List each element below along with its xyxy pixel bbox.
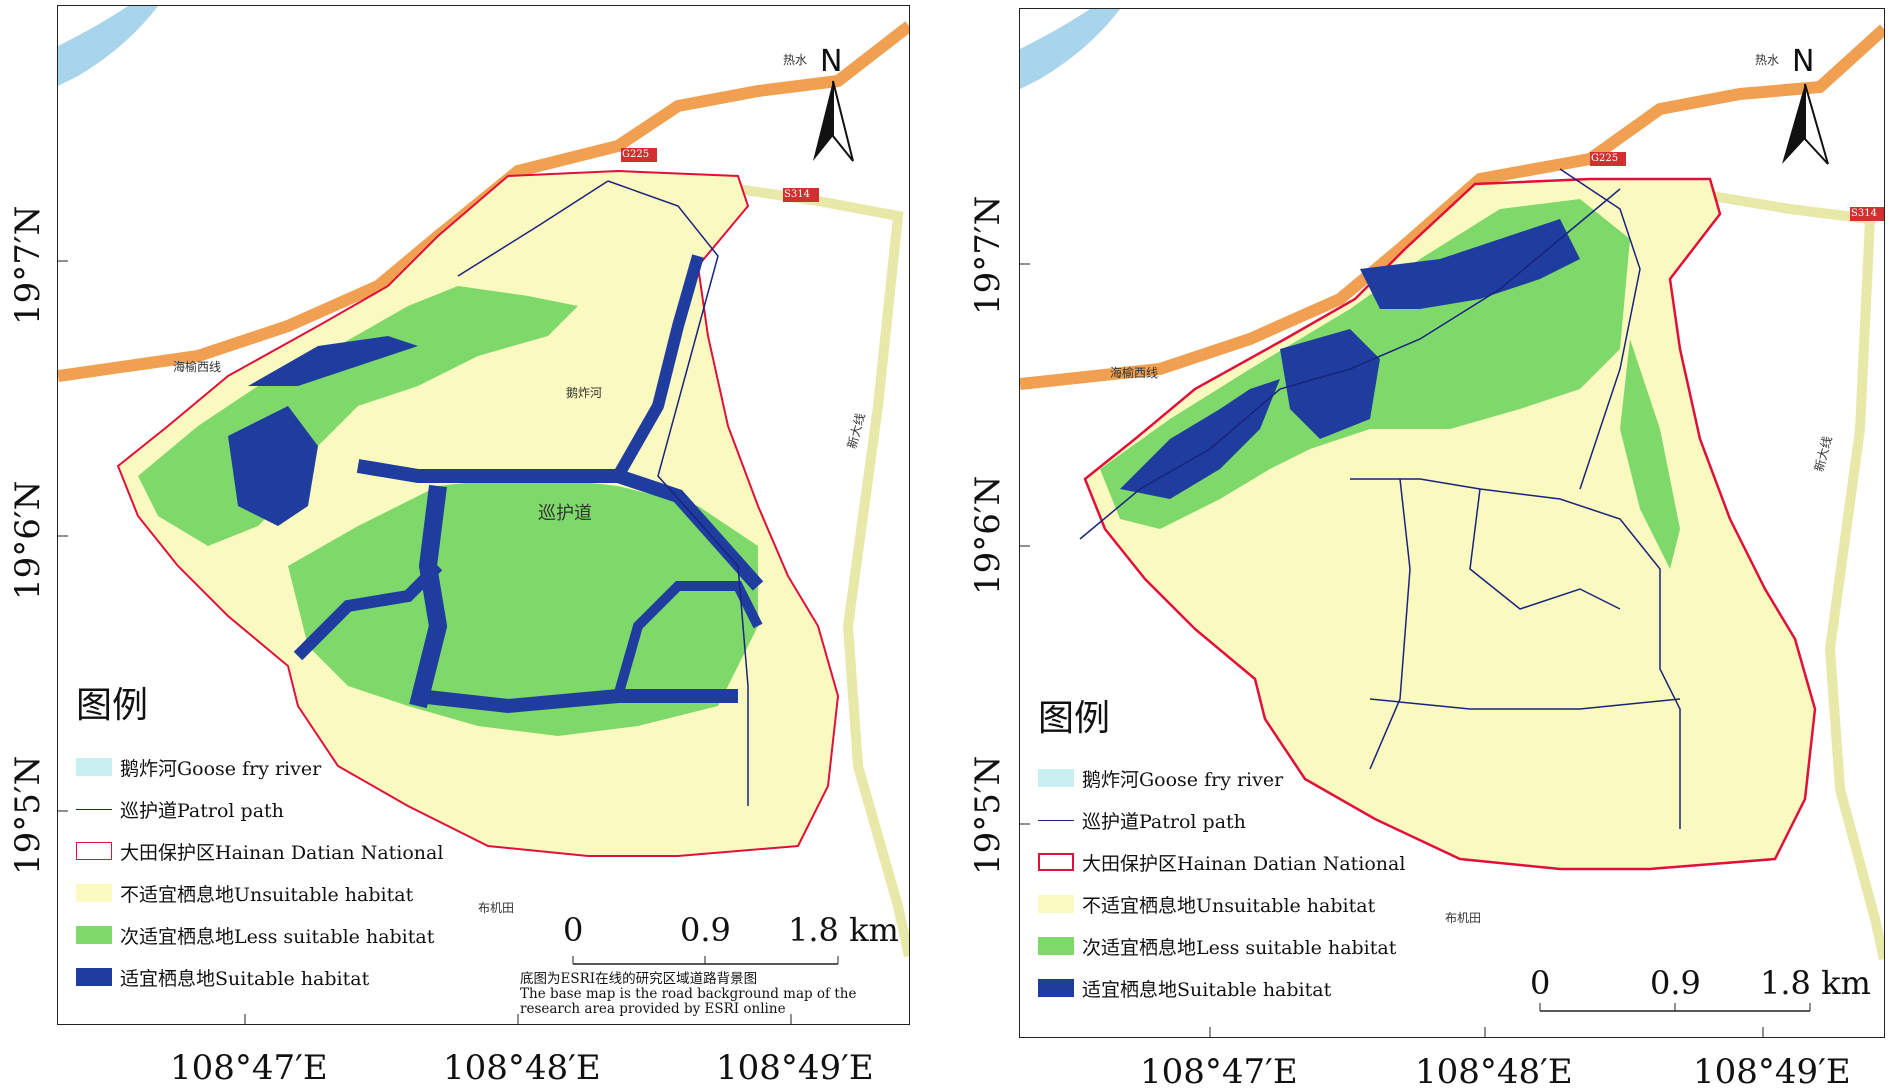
scale-label: 1.8 km [788,911,899,949]
shield-label: G225 [1591,153,1619,164]
legend: 鹅炸河Goose fry river 巡护道Patrol path 大田保护区H… [1038,769,1458,1021]
legend-item: 鹅炸河Goose fry river [1038,769,1458,811]
patrol-path [1079,188,1621,540]
patrol-path [1350,478,1681,829]
scale-label: 1.8 km [1760,964,1871,1002]
patrol-path [457,180,609,277]
road-minor [717,181,909,958]
north-arrow-icon [813,81,833,161]
patrol-path [607,180,749,806]
basemap-note-cn: 底图为ESRI在线的研究区域道路背景图 [520,971,758,987]
north-letter: N [820,44,843,79]
legend-title: 图例 [1038,698,1111,739]
legend-item: 次适宜栖息地Less suitable habitat [1038,937,1458,979]
place-label: 巡护道 [538,503,592,524]
latitude-label: 19°5′N [968,755,1008,875]
habitat-suitable [228,406,318,526]
latitude-label: 19°6′N [968,475,1008,595]
legend-item: 不适宜栖息地Unsuitable habitat [76,884,496,926]
map-canvas-right [1020,9,1884,1037]
north-arrow-icon [1782,84,1805,164]
north-letter: N [1792,44,1815,79]
legend-item: 大田保护区Hainan Datian National [76,842,496,884]
longitude-label: 108°48′E [1415,1052,1573,1092]
basemap-note-en: The base map is the road background map … [520,986,857,1017]
habitat-suitable [612,254,704,479]
longitude-label: 108°49′E [1693,1052,1851,1092]
place-label: 鹅炸河 [566,386,603,400]
longitude-label: 108°48′E [443,1048,601,1088]
basemap-note: 底图为ESRI在线的研究区域道路背景图 The base map is the … [520,972,908,1017]
legend-item: 次适宜栖息地Less suitable habitat [76,926,496,968]
shield-label: G225 [622,149,650,160]
map-canvas-left [58,6,909,1024]
patrol-path [1559,168,1641,490]
scale-label: 0 [1530,964,1551,1002]
latitude-label: 19°7′N [8,205,48,325]
road-minor [1699,189,1884,961]
patrol-path [1369,698,1681,710]
river [1020,9,1120,89]
legend-item: 适宜栖息地Suitable habitat [76,968,496,1010]
habitat-suitable [417,689,738,714]
road-major [1020,24,1884,390]
habitat-suitable [613,581,763,698]
road-label: 海榆西线 [173,360,222,374]
shield-label: S314 [784,189,810,200]
longitude-label: 108°47′E [1140,1052,1298,1092]
place-label: 热水 [783,53,808,67]
map-panel-left: N 热水 海榆西线 新大线 鹅炸河 巡护道 布机田 G225 S314 图例 鹅… [57,5,910,1025]
longitude-label: 108°47′E [170,1048,328,1088]
habitat-suitable [1360,219,1580,309]
habitat-suitable [293,561,443,661]
place-label: 布机田 [1445,911,1482,925]
latitude-label: 19°7′N [968,195,1008,315]
legend-item: 大田保护区Hainan Datian National [1038,853,1458,895]
legend-item: 适宜栖息地Suitable habitat [1038,979,1458,1021]
scale-label: 0.9 [680,911,731,949]
legend-item: 巡护道Patrol path [1038,811,1458,853]
patrol-path [1369,478,1411,770]
habitat-suitable [409,484,448,709]
longitude-label: 108°49′E [716,1048,874,1088]
road-major [58,21,909,382]
shield-label: S314 [1851,208,1877,219]
scale-label: 0 [563,911,584,949]
habitat-suitable [1120,379,1280,499]
legend-item: 不适宜栖息地Unsuitable habitat [1038,895,1458,937]
map-panel-right: N 热水 海榆西线 新大线 布机田 G225 S314 图例 鹅炸河Goose … [1019,8,1885,1038]
road-label: 海榆西线 [1110,366,1159,380]
place-label: 热水 [1755,53,1780,67]
shield-s314-icon [783,188,819,202]
patrol-path [1469,488,1621,610]
habitat-less-suitable [1620,339,1680,569]
habitat-suitable [356,459,764,591]
legend-item: 巡护道Patrol path [76,800,496,842]
shield-s314-icon [1850,207,1884,221]
habitat-less-suitable [288,476,758,736]
shield-g225-icon [1590,152,1626,166]
north-arrow-icon [1804,83,1829,165]
latitude-label: 19°6′N [8,480,48,600]
legend-title: 图例 [76,685,149,726]
latitude-label: 19°5′N [8,755,48,875]
north-arrow-icon [832,80,854,162]
river [58,6,158,86]
legend-item: 鹅炸河Goose fry river [76,758,496,800]
scale-label: 0.9 [1650,964,1701,1002]
place-label: 布机田 [478,901,515,915]
habitat-suitable [1280,329,1380,439]
legend: 鹅炸河Goose fry river 巡护道Patrol path 大田保护区H… [76,758,496,1010]
shield-g225-icon [621,148,657,162]
habitat-suitable [248,336,418,386]
